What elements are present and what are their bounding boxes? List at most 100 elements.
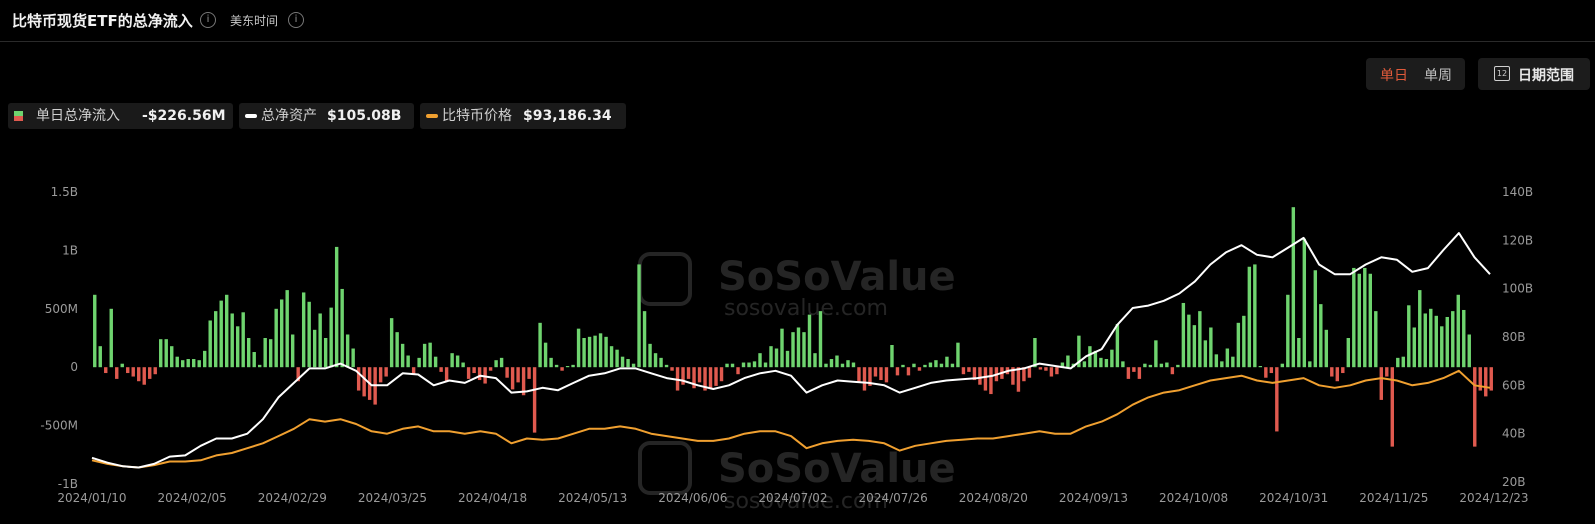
netflow-bar[interactable] bbox=[389, 318, 394, 368]
netflow-bar[interactable] bbox=[307, 301, 311, 368]
netflow-bar[interactable] bbox=[950, 363, 955, 368]
netflow-bar[interactable] bbox=[477, 367, 482, 381]
netflow-bar[interactable] bbox=[747, 362, 751, 368]
netflow-bar[interactable] bbox=[362, 367, 366, 397]
netflow-bar[interactable] bbox=[1033, 338, 1037, 368]
legend-netflow[interactable]: 单日总净流入 -$226.56M bbox=[8, 103, 233, 129]
netflow-bar[interactable] bbox=[725, 363, 729, 368]
netflow-bar[interactable] bbox=[1473, 367, 1477, 447]
netflow-bar[interactable] bbox=[1209, 327, 1213, 368]
netflow-bar[interactable] bbox=[1016, 367, 1021, 392]
netflow-bar[interactable] bbox=[1159, 363, 1164, 368]
netflow-bar[interactable] bbox=[1280, 363, 1285, 368]
netflow-bar[interactable] bbox=[1242, 315, 1246, 368]
netflow-bar[interactable] bbox=[186, 359, 190, 368]
netflow-bar[interactable] bbox=[1429, 308, 1433, 368]
netflow-bar[interactable] bbox=[142, 367, 146, 385]
netflow-bar[interactable] bbox=[895, 367, 900, 376]
netflow-bar[interactable] bbox=[934, 360, 938, 368]
netflow-bar[interactable] bbox=[433, 356, 438, 368]
netflow-bar[interactable] bbox=[593, 335, 597, 368]
netflow-bar[interactable] bbox=[769, 346, 773, 368]
netflow-bar[interactable] bbox=[1407, 305, 1411, 368]
netflow-bar[interactable] bbox=[796, 327, 801, 368]
netflow-bar[interactable] bbox=[1088, 346, 1092, 368]
netflow-bar[interactable] bbox=[1445, 316, 1449, 368]
netflow-bar[interactable] bbox=[1115, 323, 1120, 368]
netflow-bar[interactable] bbox=[1335, 367, 1340, 382]
netflow-bar[interactable] bbox=[98, 346, 102, 368]
netflow-bar[interactable] bbox=[1225, 348, 1230, 368]
netflow-bar[interactable] bbox=[807, 314, 812, 368]
netflow-bar[interactable] bbox=[1011, 367, 1015, 385]
netflow-bar[interactable] bbox=[384, 367, 388, 377]
netflow-bar[interactable] bbox=[356, 367, 361, 391]
netflow-bar[interactable] bbox=[466, 367, 471, 379]
netflow-bar[interactable] bbox=[510, 367, 515, 390]
netflow-bar[interactable] bbox=[159, 339, 163, 368]
netflow-bar[interactable] bbox=[1231, 356, 1235, 368]
netflow-bar[interactable] bbox=[505, 367, 509, 378]
netflow-bar[interactable] bbox=[763, 362, 768, 368]
netflow-bar[interactable] bbox=[862, 367, 867, 391]
netflow-bar[interactable] bbox=[1165, 362, 1169, 368]
netflow-bar[interactable] bbox=[813, 353, 817, 368]
netflow-bar[interactable] bbox=[983, 367, 988, 391]
netflow-bar[interactable] bbox=[1363, 267, 1367, 368]
netflow-bar[interactable] bbox=[411, 367, 416, 375]
netflow-bar[interactable] bbox=[323, 338, 328, 368]
netflow-bar[interactable] bbox=[153, 367, 157, 375]
legend-assets[interactable]: 总净资产 $105.08B bbox=[239, 103, 414, 129]
netflow-bar[interactable] bbox=[1368, 273, 1372, 368]
netflow-bar[interactable] bbox=[576, 328, 581, 368]
netflow-bar[interactable] bbox=[1456, 294, 1460, 368]
netflow-bar[interactable] bbox=[565, 366, 570, 368]
netflow-bar[interactable] bbox=[318, 313, 322, 368]
netflow-bar[interactable] bbox=[1396, 357, 1400, 368]
netflow-bar[interactable] bbox=[961, 367, 966, 375]
netflow-bar[interactable] bbox=[653, 353, 658, 368]
netflow-bar[interactable] bbox=[631, 363, 636, 368]
netflow-bar[interactable] bbox=[736, 367, 740, 375]
netflow-bar[interactable] bbox=[93, 294, 97, 368]
netflow-bar[interactable] bbox=[252, 352, 256, 368]
netflow-bar[interactable] bbox=[1412, 327, 1416, 368]
netflow-bar[interactable] bbox=[824, 363, 828, 368]
netflow-bar[interactable] bbox=[681, 367, 685, 385]
netflow-bar[interactable] bbox=[560, 367, 564, 371]
netflow-bar[interactable] bbox=[928, 362, 933, 368]
netflow-bar[interactable] bbox=[1385, 367, 1389, 377]
netflow-bar[interactable] bbox=[351, 348, 355, 368]
netflow-bar[interactable] bbox=[329, 307, 333, 368]
netflow-bar[interactable] bbox=[197, 360, 201, 368]
netflow-bar[interactable] bbox=[1467, 334, 1471, 368]
netflow-bar[interactable] bbox=[246, 338, 251, 368]
netflow-bar[interactable] bbox=[912, 363, 916, 368]
netflow-bar[interactable] bbox=[939, 363, 944, 368]
netflow-bar[interactable] bbox=[235, 326, 240, 368]
netflow-bar[interactable] bbox=[120, 363, 124, 368]
netflow-bar[interactable] bbox=[538, 322, 542, 368]
netflow-bar[interactable] bbox=[972, 367, 977, 381]
netflow-bar[interactable] bbox=[906, 367, 911, 376]
netflow-bar[interactable] bbox=[670, 367, 674, 371]
netflow-bar[interactable] bbox=[1275, 367, 1279, 432]
netflow-bar[interactable] bbox=[521, 367, 526, 396]
title-info-icon[interactable]: i bbox=[200, 12, 216, 28]
netflow-bar[interactable] bbox=[203, 350, 207, 368]
netflow-bar[interactable] bbox=[450, 353, 454, 368]
netflow-bar[interactable] bbox=[774, 348, 779, 368]
netflow-bar[interactable] bbox=[1093, 350, 1098, 368]
netflow-bar[interactable] bbox=[263, 338, 267, 368]
netflow-bar[interactable] bbox=[582, 338, 586, 368]
netflow-bar[interactable] bbox=[890, 345, 894, 368]
netflow-bar[interactable] bbox=[1451, 311, 1455, 368]
netflow-bar[interactable] bbox=[543, 342, 548, 368]
netflow-bar[interactable] bbox=[642, 311, 647, 368]
netflow-bar[interactable] bbox=[1110, 349, 1114, 368]
netflow-bar[interactable] bbox=[1055, 367, 1059, 375]
netflow-bar[interactable] bbox=[1027, 367, 1032, 378]
netflow-bar[interactable] bbox=[126, 367, 130, 374]
netflow-bar[interactable] bbox=[868, 367, 872, 386]
netflow-bar[interactable] bbox=[978, 367, 982, 385]
